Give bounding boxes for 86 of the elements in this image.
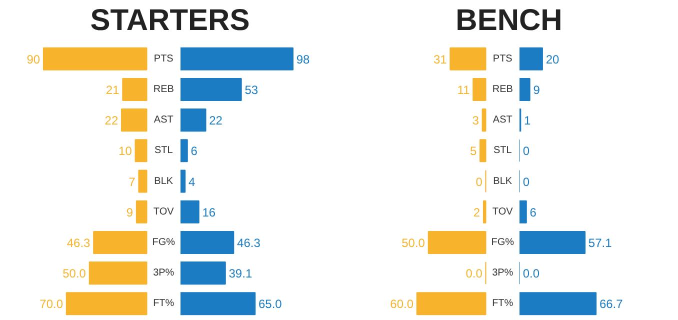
data-label: 3 [472,114,480,128]
data-label: 2 [473,205,480,220]
y-tick-label: FG% [152,236,176,248]
data-label: 21 [106,82,120,97]
data-label: 9 [533,82,540,97]
y-tick-label: FT% [492,298,514,310]
y-tick-label: PTS [492,53,513,64]
data-label: 0 [522,144,530,158]
y-tick-label: BLK [154,176,174,187]
data-label: 11 [457,82,470,97]
data-label: 50.0 [402,236,426,250]
data-label: 98 [296,52,310,66]
bar [180,47,294,70]
y-tick-label: STL [154,145,174,156]
y-tick-label: STL [493,145,512,156]
bar [42,47,148,70]
bar [180,170,186,193]
data-label: 70.0 [40,297,64,312]
data-label: 53 [244,82,258,97]
data-label: 0 [476,174,483,189]
bar [472,78,486,101]
data-label: 1 [524,114,532,128]
bar [136,200,148,224]
bar [180,139,188,162]
data-label: 50.0 [62,266,86,281]
chart-title: BENCH [456,4,562,37]
data-label: 65.0 [258,297,282,312]
bar [180,78,242,101]
bar [134,139,148,162]
data-label: 10 [118,144,132,158]
data-label: 60.0 [390,297,414,312]
bar [520,230,586,254]
data-label: 22 [104,114,118,128]
chart-title: STARTERS [90,4,250,37]
bar [482,200,486,224]
bar [93,230,148,254]
data-label: 90 [26,52,40,66]
bar [450,47,486,70]
data-label: 39.1 [228,266,252,281]
bar [66,292,148,316]
y-tick-label: 3P% [492,268,514,279]
y-tick-label: AST [154,114,174,126]
y-tick-label: BLK [493,176,512,187]
y-tick-label: 3P% [153,268,174,279]
y-tick-label: FT% [153,298,174,310]
y-tick-label: REB [153,84,174,95]
data-label: 9 [126,205,134,220]
bar [520,200,527,224]
bar [180,292,256,316]
bar [122,78,148,101]
data-label: 5 [470,144,477,158]
y-tick-label: REB [492,84,514,95]
bar [428,230,486,254]
y-tick-label: TOV [492,206,514,218]
y-tick-label: PTS [154,53,174,64]
data-label: 6 [530,205,537,220]
bar [88,262,148,285]
bar [180,262,226,285]
bar [520,47,543,70]
bar [520,292,597,316]
data-label: 0.0 [466,266,483,281]
data-label: 0 [522,174,530,189]
y-tick-label: AST [492,114,512,126]
data-label: 22 [209,114,223,128]
data-label: 57.1 [588,236,612,250]
data-label: 20 [546,52,560,66]
data-label: 6 [190,144,198,158]
bar [180,200,200,224]
y-tick-label: FG% [491,236,514,248]
data-label: 16 [202,205,216,220]
bar [138,170,148,193]
bar [416,292,486,316]
bar [180,230,234,254]
data-label: 0.0 [522,266,540,281]
bar [180,108,206,132]
y-tick-label: TOV [153,206,174,218]
data-label: 7 [128,174,136,189]
data-label: 4 [188,174,196,189]
bar [480,139,486,162]
data-label: 31 [433,52,448,66]
bar [520,78,530,101]
data-label: 46.3 [237,236,261,250]
bar [482,108,486,132]
bar [120,108,148,132]
data-label: 66.7 [599,297,624,312]
data-label: 46.3 [66,236,91,250]
